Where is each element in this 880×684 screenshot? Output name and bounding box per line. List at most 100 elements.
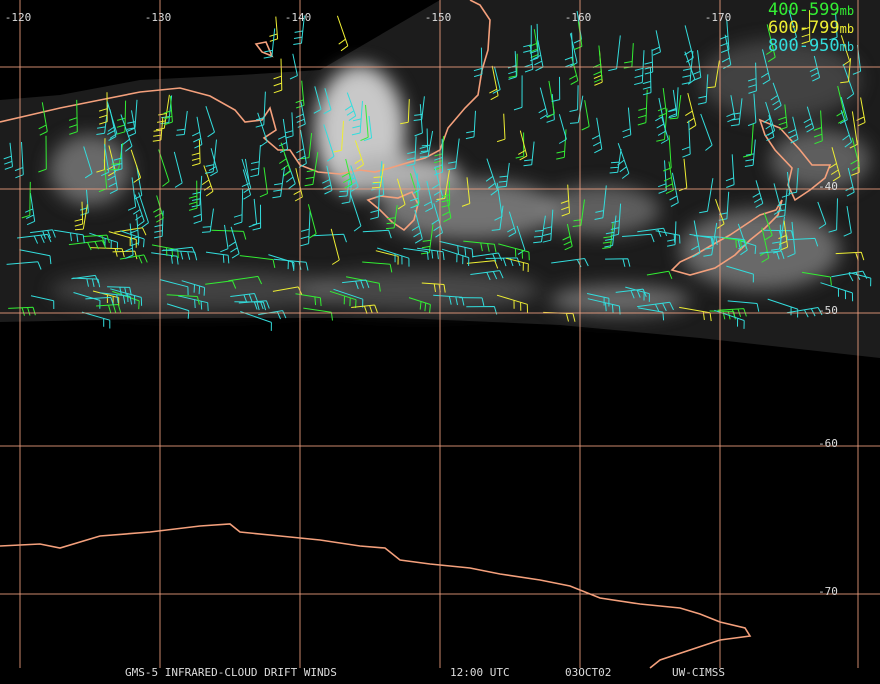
wind-barb [333, 120, 344, 153]
wind-barb [90, 247, 125, 258]
wind-barb [191, 116, 203, 149]
wind-barb [667, 221, 677, 247]
longitude-label: -170 [705, 11, 732, 24]
antarctica-coast [0, 523, 752, 669]
wind-barb [726, 265, 754, 283]
wind-barb [742, 123, 754, 158]
wind-barb [763, 229, 794, 239]
wind-barb [351, 100, 363, 136]
wind-barb [472, 252, 503, 262]
wind-barb [431, 203, 443, 238]
wind-barb [107, 286, 132, 296]
wind-barb [699, 178, 714, 214]
wind-barb [744, 139, 756, 167]
longitude-label: -140 [285, 11, 312, 24]
wind-barb [38, 102, 48, 136]
wind-barb [496, 294, 528, 313]
wind-barb [608, 35, 621, 72]
wind-barb [556, 129, 567, 160]
wind-barb [604, 215, 617, 248]
wind-barb [591, 117, 603, 154]
wind-barb [657, 88, 667, 117]
wind-barb [727, 300, 760, 312]
wind-barb [354, 140, 365, 170]
wind-barb [330, 228, 340, 265]
wind-barb [760, 49, 771, 85]
wind-barb [763, 212, 773, 241]
wind-barb [130, 149, 142, 183]
wind-barb [295, 101, 306, 128]
wind-barb [400, 99, 410, 125]
wind-barb [417, 247, 445, 261]
wind-barb [655, 230, 681, 244]
wind-barb [523, 141, 535, 167]
wind-barb [498, 162, 510, 188]
wind-barb [238, 300, 270, 310]
wind-barb [828, 198, 838, 233]
wind-barb [96, 304, 122, 314]
wind-barb [408, 297, 431, 313]
wind-barb [228, 275, 263, 285]
wind-barb [434, 138, 443, 176]
wind-barb [605, 258, 631, 267]
wind-barb [349, 193, 362, 232]
longitude-label: -130 [145, 11, 172, 24]
wind-barb [786, 237, 819, 247]
wind-barb [840, 110, 852, 148]
legend-unit: mb [840, 22, 854, 36]
wind-barb [719, 18, 730, 53]
wind-barb [752, 180, 764, 208]
wind-barb [411, 209, 423, 244]
wind-barb [691, 220, 701, 258]
wind-barb [465, 110, 476, 140]
wind-barb [83, 146, 93, 179]
wind-barb [766, 24, 776, 63]
wind-barb [788, 116, 799, 144]
wind-barb [191, 139, 201, 167]
wind-barb [508, 53, 518, 78]
wind-barb [230, 293, 258, 303]
wind-barb [201, 165, 214, 197]
wind-barb [323, 88, 332, 115]
wind-barb [747, 93, 757, 127]
wind-barb [681, 120, 691, 158]
wind-barb [133, 194, 145, 227]
wind-barb [396, 178, 406, 210]
wind-barb [581, 100, 590, 131]
footer: GMS-5 INFRARED-CLOUD DRIFT WINDS 12:00 U… [125, 666, 725, 679]
wind-barb [273, 258, 309, 271]
legend-entry: 800-950mb [768, 36, 854, 56]
wind-barb [615, 288, 647, 299]
wind-barb [622, 107, 632, 139]
wind-barb [159, 279, 189, 296]
wind-barb [30, 295, 55, 310]
wind-barb [492, 66, 501, 94]
wind-barb [85, 296, 114, 306]
coastlines [0, 0, 832, 669]
wind-barb [703, 222, 718, 257]
wind-barb [820, 282, 854, 302]
wind-barb [644, 49, 654, 75]
wind-barb [693, 235, 718, 246]
wind-barb [289, 53, 298, 80]
wind-barb [684, 25, 694, 63]
wind-barb [637, 89, 648, 126]
wind-barb [74, 204, 88, 231]
wind-barb [436, 170, 450, 200]
wind-barb [252, 204, 262, 231]
legend-unit: mb [840, 4, 854, 18]
wind-barb [336, 15, 349, 52]
wind-barb [507, 51, 517, 80]
wind-barb [441, 181, 451, 208]
wind-barb [351, 304, 378, 314]
wind-barb [485, 158, 498, 196]
wind-barb [341, 174, 353, 204]
wind-barb [461, 177, 471, 207]
wind-barb [730, 98, 743, 127]
wind-barb [463, 240, 497, 253]
wind-barb [788, 167, 799, 195]
wind-barb [498, 243, 530, 261]
wind-barb [119, 254, 148, 264]
wind-barb [562, 223, 573, 251]
wind-barb [312, 233, 347, 243]
